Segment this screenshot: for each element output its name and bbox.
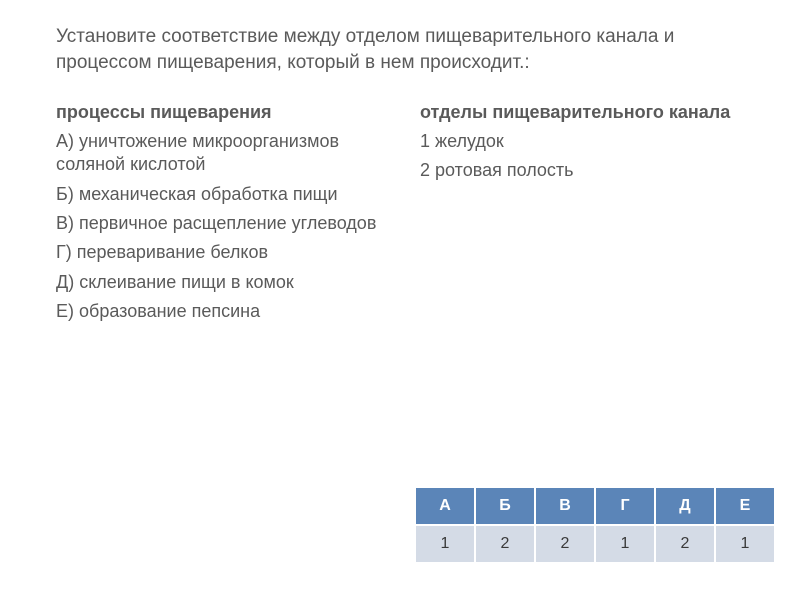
table-value-cell: 2 xyxy=(535,525,595,563)
right-column: отделы пищеварительного канала 1 желудок… xyxy=(420,101,752,329)
table-header-cell: Б xyxy=(475,487,535,525)
table-value-cell: 2 xyxy=(475,525,535,563)
item-letter: Б) xyxy=(56,184,74,204)
right-item: 2 ротовая полость xyxy=(420,159,752,182)
left-item: В) первичное расщепление углеводов xyxy=(56,212,396,235)
table-value-cell: 2 xyxy=(655,525,715,563)
answer-table: А Б В Г Д Е 1 2 2 1 2 1 xyxy=(414,486,776,564)
answer-table-container: А Б В Г Д Е 1 2 2 1 2 1 xyxy=(414,486,776,564)
item-num: 2 xyxy=(420,160,430,180)
instruction-text: Установите соответствие между отделом пи… xyxy=(56,24,716,75)
item-text: переваривание белков xyxy=(77,242,268,262)
table-header-cell: Г xyxy=(595,487,655,525)
item-letter: Е) xyxy=(56,301,74,321)
left-item: А) уничтожение микроорганизмов соляной к… xyxy=(56,130,396,177)
item-text: уничтожение микроорганизмов соляной кисл… xyxy=(56,131,339,174)
item-text: ротовая полость xyxy=(435,160,574,180)
item-text: механическая обработка пищи xyxy=(79,184,338,204)
left-item: Г) переваривание белков xyxy=(56,241,396,264)
table-header-cell: Д xyxy=(655,487,715,525)
left-column: процессы пищеварения А) уничтожение микр… xyxy=(56,101,396,329)
left-item: Д) склеивание пищи в комок xyxy=(56,271,396,294)
table-header-cell: В xyxy=(535,487,595,525)
item-text: склеивание пищи в комок xyxy=(79,272,294,292)
table-header-row: А Б В Г Д Е xyxy=(415,487,775,525)
right-item: 1 желудок xyxy=(420,130,752,153)
columns-container: процессы пищеварения А) уничтожение микр… xyxy=(56,101,752,329)
item-letter: В) xyxy=(56,213,74,233)
item-letter: А) xyxy=(56,131,74,151)
item-text: первичное расщепление углеводов xyxy=(79,213,376,233)
right-heading: отделы пищеварительного канала xyxy=(420,101,752,124)
table-header-cell: Е xyxy=(715,487,775,525)
item-letter: Г) xyxy=(56,242,72,262)
table-value-row: 1 2 2 1 2 1 xyxy=(415,525,775,563)
item-text: образование пепсина xyxy=(79,301,260,321)
left-item: Б) механическая обработка пищи xyxy=(56,183,396,206)
table-value-cell: 1 xyxy=(715,525,775,563)
item-letter: Д) xyxy=(56,272,74,292)
left-heading: процессы пищеварения xyxy=(56,101,396,124)
table-header-cell: А xyxy=(415,487,475,525)
item-text: желудок xyxy=(435,131,504,151)
table-value-cell: 1 xyxy=(415,525,475,563)
table-value-cell: 1 xyxy=(595,525,655,563)
item-num: 1 xyxy=(420,131,430,151)
left-item: Е) образование пепсина xyxy=(56,300,396,323)
